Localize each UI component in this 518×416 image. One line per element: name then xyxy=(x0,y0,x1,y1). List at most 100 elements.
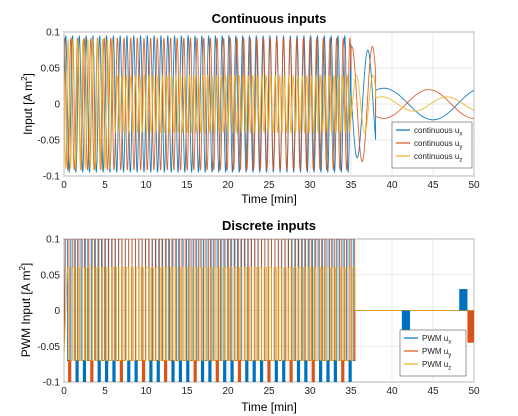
x-tick-label: 45 xyxy=(427,180,439,191)
pwm-saturation-bar xyxy=(208,360,212,382)
x-tick-label: 15 xyxy=(181,180,193,191)
y-tick-label: 0 xyxy=(54,100,60,111)
legend-entry: PWM uy xyxy=(422,347,451,359)
pwm-saturation-bar xyxy=(304,360,308,382)
series-group xyxy=(64,35,474,173)
pwm-block xyxy=(401,310,411,336)
pwm-saturation-bar xyxy=(193,360,197,382)
pwm-saturation-bar xyxy=(282,360,286,382)
pwm-saturation-bar xyxy=(223,360,227,382)
pwm-saturation-bar xyxy=(319,360,323,382)
y-tick-label: 0.05 xyxy=(41,64,61,75)
pwm-saturation-bar xyxy=(82,360,87,382)
pwm-saturation-bar xyxy=(112,360,116,382)
x-tick-label: 10 xyxy=(140,180,152,191)
pwm-saturation-bar xyxy=(200,360,205,382)
x-tick-label: 5 xyxy=(102,386,108,397)
pwm-saturation-bar xyxy=(289,360,293,382)
x-tick-label: 50 xyxy=(468,386,480,397)
pwm-saturation-bar xyxy=(326,360,330,382)
continuous-inputs-chart: Continuous inputs 0 5 10 15 20 25 30 35 40 45 50 0… xyxy=(20,11,480,206)
pwm-saturation-bar xyxy=(230,360,234,382)
x-tick-label: 0 xyxy=(61,180,67,191)
y-tick-label: -0.1 xyxy=(43,172,61,183)
pwm-saturation-bar xyxy=(215,360,219,382)
x-tick-label: 40 xyxy=(386,180,398,191)
pwm-saturation-bar xyxy=(259,360,264,382)
pwm-saturation-bar xyxy=(164,360,168,382)
pwm-saturation-bar xyxy=(141,360,146,382)
x-tick-label: 25 xyxy=(263,386,275,397)
pwm-saturation-bar xyxy=(274,360,278,382)
series-line-y xyxy=(64,239,474,361)
pwm-saturation-bar xyxy=(186,360,190,382)
pwm-saturation-bar xyxy=(237,360,242,382)
pwm-saturation-bar xyxy=(178,360,182,382)
x-axis-label: Time [min] xyxy=(241,192,297,206)
x-tick-label: 30 xyxy=(304,180,316,191)
pwm-saturation-bar xyxy=(156,360,160,382)
chart-title: Discrete inputs xyxy=(222,218,316,233)
pwm-saturation-bar xyxy=(90,360,94,382)
x-tick-label: 40 xyxy=(386,386,398,397)
pwm-saturation-bar xyxy=(105,360,109,382)
discrete-inputs-chart: Discrete inputs 0 5 10 15 20 25 30 35 40 45 50 0.1… xyxy=(18,218,480,414)
y-tick-label: -0.05 xyxy=(37,136,60,147)
chart-title: Continuous inputs xyxy=(212,11,327,26)
x-tick-label: 15 xyxy=(181,386,193,397)
x-tick-label: 20 xyxy=(222,386,234,397)
y-axis-label: PWM Input [A m2] xyxy=(18,263,33,358)
y-tick-label: 0.1 xyxy=(46,235,60,246)
series-line-z xyxy=(64,39,474,169)
pwm-saturation-bar xyxy=(75,360,79,382)
pwm-saturation-bar xyxy=(245,360,249,382)
legend-entry: continuous ux xyxy=(414,126,462,138)
legend-entry: continuous uy xyxy=(414,139,462,151)
series-group xyxy=(64,239,474,382)
pwm-saturation-bar xyxy=(68,360,72,382)
pwm-block xyxy=(459,289,468,311)
legend-entry: continuous uz xyxy=(414,152,462,164)
pwm-block xyxy=(467,310,474,343)
pwm-saturation-bar xyxy=(171,360,175,382)
x-tick-label: 45 xyxy=(427,386,439,397)
pwm-saturation-bar xyxy=(97,360,101,382)
x-tick-label: 5 xyxy=(102,180,108,191)
legend-entry: PWM ux xyxy=(422,334,451,346)
y-tick-label: 0.05 xyxy=(41,270,61,281)
pwm-saturation-bar xyxy=(149,360,153,382)
x-tick-label: 25 xyxy=(263,180,275,191)
y-tick-label: 0.1 xyxy=(46,28,60,39)
pwm-saturation-bar xyxy=(348,360,352,382)
series-line-x xyxy=(64,35,474,173)
x-tick-labels: 0 5 10 15 20 25 30 35 40 45 50 xyxy=(61,180,480,191)
y-tick-label: -0.1 xyxy=(43,378,61,389)
pwm-saturation-bar xyxy=(134,360,138,382)
y-tick-label: 0 xyxy=(54,306,60,317)
x-tick-label: 0 xyxy=(61,386,67,397)
x-tick-labels: 0 5 10 15 20 25 30 35 40 45 50 xyxy=(61,386,480,397)
y-axis-label: Input [A m2] xyxy=(20,73,35,135)
x-axis-label: Time [min] xyxy=(241,400,297,414)
y-tick-labels: 0.1 0.05 0 -0.05 -0.1 xyxy=(37,235,60,389)
pwm-saturation-bar xyxy=(267,360,271,382)
x-tick-label: 35 xyxy=(345,386,357,397)
x-tick-label: 30 xyxy=(304,386,316,397)
x-tick-label: 35 xyxy=(345,180,357,191)
pwm-saturation-bar xyxy=(119,360,123,382)
x-tick-label: 10 xyxy=(140,386,152,397)
pwm-saturation-bar xyxy=(333,360,337,382)
x-tick-label: 20 xyxy=(222,180,234,191)
pwm-saturation-bar xyxy=(127,360,131,382)
y-tick-label: -0.05 xyxy=(37,342,60,353)
y-tick-labels: 0.1 0.05 0 -0.05 -0.1 xyxy=(37,28,60,183)
pwm-saturation-bar xyxy=(296,360,301,382)
pwm-saturation-bar xyxy=(341,360,345,382)
pwm-saturation-bar xyxy=(311,360,315,382)
pwm-saturation-bar xyxy=(252,360,256,382)
legend-entry: PWM uz xyxy=(422,360,451,372)
x-tick-label: 50 xyxy=(468,180,480,191)
